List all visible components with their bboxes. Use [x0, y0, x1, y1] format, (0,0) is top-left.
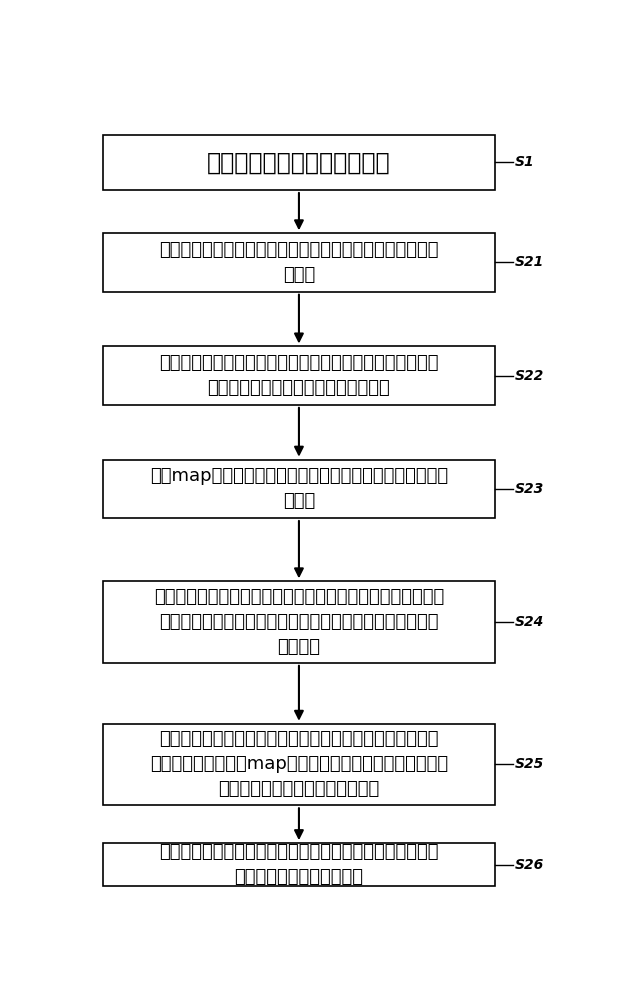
Bar — [103, 724, 495, 805]
Bar — [103, 233, 495, 292]
Text: 所述一种燃料的补偿喷油量与所述一种燃料的喷油量之和为
所述一种燃料的最终喷油量: 所述一种燃料的补偿喷油量与所述一种燃料的喷油量之和为 所述一种燃料的最终喷油量 — [159, 843, 439, 886]
Bar — [103, 346, 495, 405]
Text: S22: S22 — [515, 369, 545, 383]
Bar — [103, 460, 495, 518]
Bar — [103, 843, 495, 886]
Text: S24: S24 — [515, 615, 545, 629]
Text: 所述实际扭矩与所述实际补偿扭矩之差为所述双燃料发动机
的补偿前扭矩，根据map查出与所述补偿前扭矩对应的第一
燃料的喷油量和第二燃料的喷油量: 所述实际扭矩与所述实际补偿扭矩之差为所述双燃料发动机 的补偿前扭矩，根据map查… — [150, 730, 448, 798]
Text: S26: S26 — [515, 858, 545, 872]
Text: S23: S23 — [515, 482, 545, 496]
Text: S1: S1 — [515, 155, 534, 169]
Text: 根据双燃料发动机的转速波动，计算所述双燃料发动机的补
偿扭矩: 根据双燃料发动机的转速波动，计算所述双燃料发动机的补 偿扭矩 — [159, 241, 439, 284]
Text: 将所述实际补偿扭矩补偿到整车扭矩中得到整车补偿后扭矩，
整车补偿后扭矩在整车中传递并计算出所述双燃料发动机的
实际扭矩: 将所述实际补偿扭矩补偿到整车扭矩中得到整车补偿后扭矩， 整车补偿后扭矩在整车中传… — [154, 588, 444, 656]
Bar — [103, 135, 495, 190]
Text: 根据map查出所述实际补偿扭矩对应的所述一种燃料的补偿
喷油量: 根据map查出所述实际补偿扭矩对应的所述一种燃料的补偿 喷油量 — [150, 467, 448, 510]
Text: S25: S25 — [515, 757, 545, 771]
Text: 对所述双燃料发动机的补偿扭矩进行最大限制和最小限制后
得到所述双燃料发动机的实际补偿扭矩: 对所述双燃料发动机的补偿扭矩进行最大限制和最小限制后 得到所述双燃料发动机的实际… — [159, 354, 439, 397]
Text: S21: S21 — [515, 255, 545, 269]
Text: 检测双燃料发动机的转速波动: 检测双燃料发动机的转速波动 — [207, 150, 391, 174]
Bar — [103, 581, 495, 663]
